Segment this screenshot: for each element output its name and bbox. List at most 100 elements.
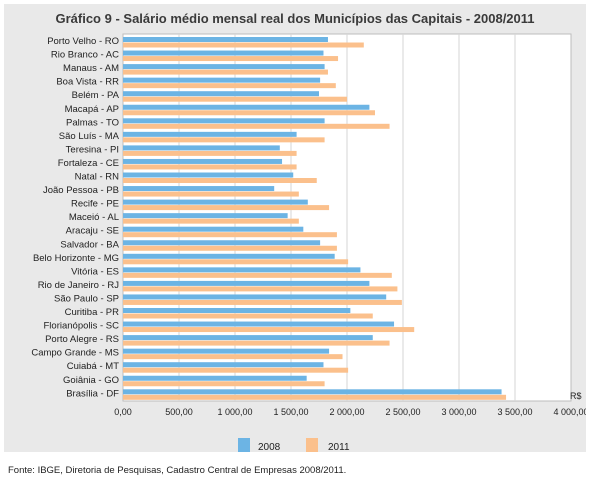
bar-2008 <box>123 172 294 178</box>
category-label: Goiânia - GO <box>63 375 119 386</box>
bar-2011 <box>123 232 337 238</box>
bar-2008 <box>123 362 324 368</box>
bar-2008 <box>123 64 325 70</box>
category-label: Palmas - TO <box>66 117 119 128</box>
bar-2011 <box>123 381 325 387</box>
legend: 2008 2011 <box>238 438 350 452</box>
bar-2008 <box>123 253 335 259</box>
category-label: Natal - RN <box>75 172 119 183</box>
category-label: Curitiba - PR <box>65 307 120 318</box>
bar-2008 <box>123 213 288 219</box>
bar-2008 <box>123 226 304 232</box>
bar-2011 <box>123 259 349 265</box>
category-label: Recife - PE <box>71 199 119 210</box>
bar-2011 <box>123 123 390 129</box>
bar-2008 <box>123 104 370 110</box>
category-label: Florianópolis - SC <box>44 321 120 332</box>
bar-2008 <box>123 186 275 192</box>
bar-2008 <box>123 37 328 42</box>
source-note: Fonte: IBGE, Diretoria de Pesquisas, Cad… <box>8 465 347 476</box>
bar-2008 <box>123 321 395 327</box>
bar-2011 <box>123 218 299 224</box>
bar-2008 <box>123 389 502 395</box>
unit-label: R$ <box>570 391 582 401</box>
category-label: São Luís - MA <box>59 131 120 142</box>
bar-2008 <box>123 145 280 151</box>
x-axis-ticks: 0,00 500,00 1 000,00 1 500,00 2 000,00 2 500,… <box>114 407 586 417</box>
category-label: Belém - PA <box>72 90 120 101</box>
bar-2011 <box>123 299 402 305</box>
x-tick-label: 3 500,00 <box>497 407 532 417</box>
legend-swatch-2008 <box>238 438 250 452</box>
x-tick-label: 2 000,00 <box>329 407 364 417</box>
bar-chart: Gráfico 9 - Salário médio mensal real do… <box>31 11 586 452</box>
category-label: São Paulo - SP <box>54 293 119 304</box>
category-label: Vitória - ES <box>71 266 119 277</box>
bar-2008 <box>123 348 330 354</box>
bar-2011 <box>123 354 343 360</box>
category-label: Boa Vista - RR <box>56 77 119 88</box>
category-label: Porto Velho - RO <box>47 36 119 47</box>
bar-2008 <box>123 199 308 205</box>
bar-2011 <box>123 286 398 292</box>
category-label: Fortaleza - CE <box>58 158 119 169</box>
chart-title: Gráfico 9 - Salário médio mensal real do… <box>55 11 534 26</box>
legend-label-2008: 2008 <box>258 442 281 452</box>
bar-2008 <box>123 118 325 124</box>
category-label: Porto Alegre - RS <box>45 334 119 345</box>
x-tick-label: 1 500,00 <box>273 407 308 417</box>
chart-panel: Gráfico 9 - Salário médio mensal real do… <box>4 4 586 452</box>
bar-2008 <box>123 308 351 313</box>
bar-2011 <box>123 178 317 183</box>
bar-2008 <box>123 50 324 56</box>
bar-2011 <box>123 340 390 346</box>
legend-label-2011: 2011 <box>328 442 350 452</box>
category-label: Campo Grande - MS <box>31 348 119 359</box>
bar-2011 <box>123 96 347 102</box>
bar-2011 <box>123 56 339 62</box>
category-label: Belo Horizonte - MG <box>33 253 119 264</box>
category-label: Macapá - AP <box>65 104 119 115</box>
bar-2011 <box>123 272 392 278</box>
category-label: Salvador - BA <box>60 239 119 250</box>
bar-2011 <box>123 245 337 251</box>
category-label: Cuiabá - MT <box>67 361 119 372</box>
bar-2008 <box>123 240 321 246</box>
category-label: Aracaju - SE <box>66 226 119 237</box>
bar-2011 <box>123 205 330 211</box>
bar-2008 <box>123 280 370 286</box>
x-tick-label: 500,00 <box>165 407 193 417</box>
bar-2011 <box>123 150 297 156</box>
category-labels: Porto Velho - RO Rio Branco - AC Manaus - … <box>31 36 119 399</box>
bar-2011 <box>123 137 325 143</box>
bar-2011 <box>123 164 297 170</box>
bar-2011 <box>123 69 328 75</box>
bar-2008 <box>123 294 387 300</box>
bar-2008 <box>123 77 321 83</box>
category-label: Rio Branco - AC <box>51 50 119 61</box>
bar-2008 <box>123 158 283 164</box>
category-label: Maceió - AL <box>69 212 119 223</box>
bar-2008 <box>123 91 319 97</box>
x-tick-label: 3 000,00 <box>441 407 476 417</box>
bar-2011 <box>123 191 299 197</box>
category-label: João Pessoa - PB <box>43 185 119 196</box>
bar-2011 <box>123 83 336 89</box>
bar-2008 <box>123 131 297 137</box>
bar-2008 <box>123 267 361 273</box>
bar-2011 <box>123 42 364 48</box>
x-tick-label: 2 500,00 <box>385 407 420 417</box>
bar-2011 <box>123 110 375 116</box>
bar-2011 <box>123 367 349 373</box>
category-label: Teresina - PI <box>66 144 119 155</box>
legend-swatch-2011 <box>306 438 318 452</box>
category-label: Rio de Janeiro - RJ <box>38 280 120 291</box>
category-label: Brasília - DF <box>66 388 119 399</box>
bar-2008 <box>123 335 373 341</box>
bar-2011 <box>123 327 415 333</box>
category-label: Manaus - AM <box>63 63 119 74</box>
bars <box>123 37 507 400</box>
x-tick-label: 0,00 <box>114 407 132 417</box>
bar-2011 <box>123 313 373 319</box>
bar-2011 <box>123 394 507 400</box>
